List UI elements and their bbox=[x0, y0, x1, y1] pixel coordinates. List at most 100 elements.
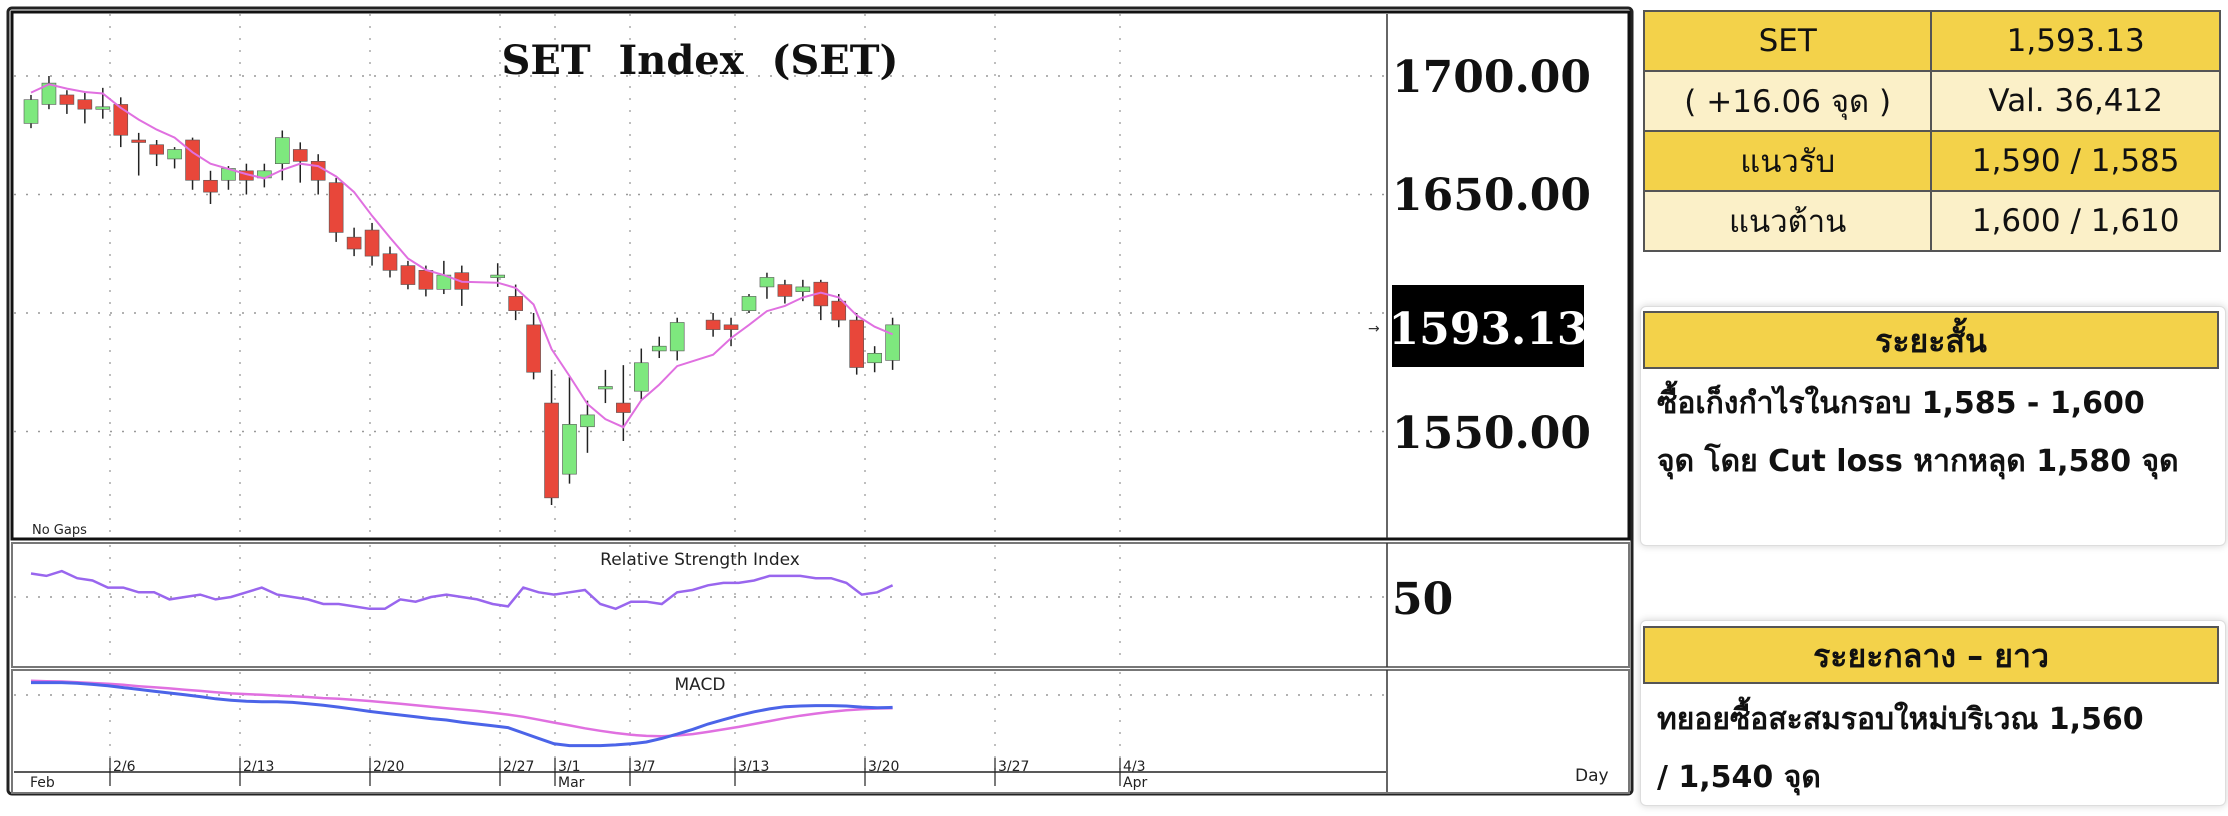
candle bbox=[598, 369, 613, 404]
candle bbox=[149, 139, 164, 167]
candle-body bbox=[41, 82, 57, 105]
candle-body bbox=[23, 99, 39, 124]
candle bbox=[741, 294, 757, 313]
price-y-ticks: 1700.00 1650.00 1550.00 bbox=[1392, 52, 1591, 459]
candle-body bbox=[723, 324, 739, 330]
long-term-line-1: ทยอยซื้อสะสมรอบใหม่บริเวณ 1,560 bbox=[1657, 702, 2144, 737]
date-tick-label: 2/27 bbox=[503, 759, 534, 775]
candle-body bbox=[77, 99, 93, 110]
candle bbox=[526, 313, 541, 380]
candle bbox=[382, 246, 398, 278]
candle bbox=[651, 336, 667, 359]
info-row-resistance: แนวต้าน 1,600 / 1,610 bbox=[1642, 190, 2221, 252]
candle-body bbox=[795, 286, 811, 292]
candle-body bbox=[777, 284, 793, 297]
info-cell-value: 1,600 / 1,610 bbox=[1930, 190, 2221, 252]
candle-body bbox=[59, 94, 75, 105]
info-cell-value: 1,593.13 bbox=[1930, 10, 2221, 72]
candle bbox=[59, 90, 75, 114]
candle bbox=[777, 279, 793, 304]
month-label: Mar bbox=[558, 775, 585, 791]
candle-body bbox=[759, 277, 775, 288]
info-cell-label: SET bbox=[1642, 10, 1933, 72]
candle bbox=[580, 400, 595, 453]
short-term-line-2: จุด โดย Cut loss หากหลุด 1,580 จุด bbox=[1657, 444, 2179, 479]
date-tick-label: 3/7 bbox=[633, 759, 656, 775]
rsi-tick-50: 50 bbox=[1392, 574, 1453, 625]
candle-body bbox=[669, 322, 685, 352]
last-price-pointer: → bbox=[1368, 321, 1380, 337]
candle-body bbox=[705, 319, 721, 330]
candle bbox=[364, 222, 380, 266]
candle-body bbox=[113, 104, 129, 136]
candle bbox=[23, 94, 39, 129]
date-tick-label: 3/27 bbox=[998, 759, 1029, 775]
candle bbox=[867, 346, 882, 373]
day-label: Day bbox=[1575, 766, 1609, 786]
candle bbox=[203, 170, 218, 204]
info-cell-label: ( +16.06 จุด ) bbox=[1642, 70, 1933, 132]
candle bbox=[705, 313, 721, 337]
candle-body bbox=[149, 144, 164, 155]
set-index-chart: SET Index (SET) No Gaps 1700.00 1650.00 15… bbox=[6, 6, 1634, 796]
last-price-label: 1593.13 bbox=[1388, 304, 1587, 355]
price-panel bbox=[10, 10, 1631, 541]
date-tick-label: 3/1 bbox=[558, 759, 581, 775]
candle-body bbox=[95, 106, 111, 110]
candle-body bbox=[418, 270, 434, 290]
info-row-support: แนวรับ 1,590 / 1,585 bbox=[1642, 130, 2221, 192]
candle-body bbox=[885, 324, 900, 361]
candle bbox=[167, 147, 182, 169]
candle-body bbox=[185, 139, 200, 181]
candle-body bbox=[544, 402, 559, 499]
long-term-body: ทยอยซื้อสะสมรอบใหม่บริเวณ 1,560 / 1,540 … bbox=[1657, 691, 2223, 807]
date-tick-label: 4/3 bbox=[1123, 759, 1146, 775]
info-row-set: SET 1,593.13 bbox=[1642, 10, 2221, 72]
month-label: Apr bbox=[1123, 775, 1147, 791]
candle-body bbox=[203, 179, 218, 193]
candle bbox=[544, 369, 559, 505]
info-cell-value: 1,590 / 1,585 bbox=[1930, 130, 2221, 192]
candle-body bbox=[400, 265, 416, 285]
candle bbox=[562, 376, 577, 484]
candle-body bbox=[167, 149, 182, 160]
y-tick-label: 1550.00 bbox=[1392, 408, 1591, 459]
candle-body bbox=[867, 352, 882, 364]
macd-signal-line bbox=[30, 679, 893, 738]
info-cell-label: แนวรับ bbox=[1642, 130, 1933, 192]
candle-body bbox=[490, 274, 506, 278]
short-term-title: ระยะสั้น bbox=[1643, 311, 2219, 369]
date-tick-label: 3/20 bbox=[868, 759, 899, 775]
candle-body bbox=[741, 296, 757, 311]
date-tick-label: 3/13 bbox=[738, 759, 769, 775]
last-price-box bbox=[1392, 285, 1584, 367]
info-table: SET 1,593.13 ( +16.06 จุด ) Val. 36,412 … bbox=[1642, 10, 2221, 252]
candle bbox=[508, 284, 523, 321]
candle-body bbox=[382, 253, 398, 271]
candle bbox=[41, 76, 57, 110]
candle-body bbox=[633, 362, 649, 392]
date-tick-label: 2/13 bbox=[243, 759, 274, 775]
candle bbox=[400, 260, 416, 290]
rsi-line bbox=[30, 569, 894, 611]
candle bbox=[328, 177, 344, 242]
price-grid bbox=[14, 14, 1386, 537]
candle bbox=[274, 130, 290, 181]
candle-body bbox=[849, 319, 865, 368]
candle bbox=[759, 272, 775, 299]
long-term-title: ระยะกลาง – ยาว bbox=[1643, 626, 2219, 684]
info-cell-label: แนวต้าน bbox=[1642, 190, 1933, 252]
candle bbox=[669, 317, 685, 361]
candle-body bbox=[580, 414, 595, 428]
candle bbox=[849, 313, 865, 375]
y-tick-label: 1650.00 bbox=[1392, 170, 1591, 221]
candle-body bbox=[364, 229, 380, 257]
info-row-change: ( +16.06 จุด ) Val. 36,412 bbox=[1642, 70, 2221, 132]
candle-body bbox=[346, 236, 362, 250]
macd-title: MACD bbox=[675, 675, 726, 695]
candle bbox=[113, 97, 129, 148]
candle-body bbox=[508, 296, 523, 311]
candle-body bbox=[831, 300, 847, 321]
y-tick-label: 1700.00 bbox=[1392, 52, 1591, 103]
